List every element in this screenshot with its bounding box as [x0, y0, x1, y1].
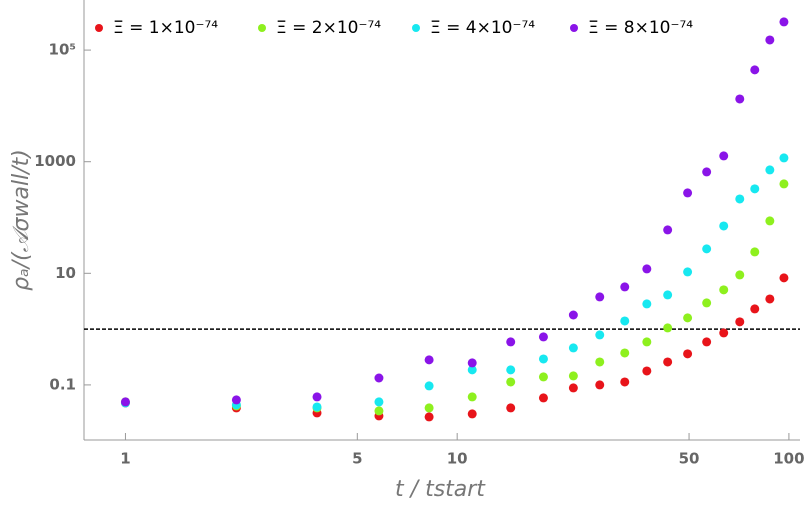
data-point — [683, 267, 693, 277]
data-point — [120, 397, 130, 407]
data-point — [719, 285, 729, 295]
data-point — [750, 247, 760, 257]
data-point — [506, 365, 516, 375]
data-point — [663, 225, 673, 235]
y-tick-label: 10⁵ — [49, 41, 76, 59]
data-point — [467, 365, 477, 375]
data-point — [779, 17, 789, 27]
data-point — [642, 337, 652, 347]
data-point — [702, 337, 712, 347]
x-tick-label: 5 — [352, 450, 362, 468]
data-point — [735, 94, 745, 104]
data-point — [719, 221, 729, 231]
data-point — [538, 354, 548, 364]
y-tick-label: 0.1 — [49, 375, 76, 393]
data-point — [663, 290, 673, 300]
data-point — [663, 323, 673, 333]
data-point — [702, 298, 712, 308]
legend-label: Ξ = 2×10⁻⁷⁴ — [276, 18, 381, 38]
data-point — [642, 299, 652, 309]
data-point — [719, 151, 729, 161]
data-point — [702, 244, 712, 254]
y-tick-label: 1000 — [34, 152, 76, 170]
legend-marker — [412, 24, 420, 32]
x-tick-label: 50 — [679, 450, 700, 468]
data-point — [595, 330, 605, 340]
data-point — [620, 377, 630, 387]
data-point — [312, 392, 322, 402]
legend-marker — [258, 24, 266, 32]
data-point — [467, 392, 477, 402]
data-point — [467, 409, 477, 419]
data-point — [765, 294, 775, 304]
legend-marker — [95, 24, 103, 32]
data-point — [683, 188, 693, 198]
data-point — [735, 317, 745, 327]
data-point — [538, 393, 548, 403]
data-point — [735, 270, 745, 280]
data-point — [568, 310, 578, 320]
legend-marker — [570, 24, 578, 32]
data-point — [506, 403, 516, 413]
y-tick-label: 10 — [55, 264, 76, 282]
data-point — [595, 380, 605, 390]
legend-label: Ξ = 1×10⁻⁷⁴ — [113, 18, 218, 38]
x-tick-label: 1 — [120, 450, 130, 468]
data-point — [779, 273, 789, 283]
legend-label: Ξ = 8×10⁻⁷⁴ — [588, 18, 693, 38]
data-point — [424, 403, 434, 413]
data-point — [642, 264, 652, 274]
y-axis-label: ρₐ/(𝒜σwall/t) — [9, 149, 34, 291]
data-point — [568, 383, 578, 393]
data-point — [779, 179, 789, 189]
legend-label: Ξ = 4×10⁻⁷⁴ — [430, 18, 535, 38]
data-point — [374, 373, 384, 383]
data-point — [506, 377, 516, 387]
data-point — [568, 343, 578, 353]
data-point — [750, 65, 760, 75]
data-point — [750, 304, 760, 314]
data-point — [424, 381, 434, 391]
data-point — [735, 194, 745, 204]
data-point — [750, 184, 760, 194]
data-point — [568, 371, 578, 381]
data-point — [538, 332, 548, 342]
data-point — [765, 35, 775, 45]
data-point — [620, 282, 630, 292]
data-point — [374, 406, 384, 416]
data-point — [620, 316, 630, 326]
data-point — [683, 349, 693, 359]
data-point — [765, 165, 775, 175]
data-point — [424, 355, 434, 365]
data-point — [506, 337, 516, 347]
data-point — [374, 397, 384, 407]
data-point — [620, 348, 630, 358]
data-point — [779, 153, 789, 163]
data-point — [765, 216, 775, 226]
data-point — [683, 313, 693, 323]
data-point — [231, 395, 241, 405]
data-point — [312, 402, 322, 412]
data-point — [719, 328, 729, 338]
data-point — [595, 292, 605, 302]
data-point — [663, 357, 673, 367]
data-point — [467, 358, 477, 368]
x-tick-label: 100 — [773, 450, 804, 468]
data-point — [424, 412, 434, 422]
x-tick-label: 10 — [447, 450, 468, 468]
data-point — [595, 357, 605, 367]
x-axis-label: t / tstart — [395, 477, 486, 502]
data-point — [702, 167, 712, 177]
data-point — [538, 372, 548, 382]
data-point — [642, 366, 652, 376]
